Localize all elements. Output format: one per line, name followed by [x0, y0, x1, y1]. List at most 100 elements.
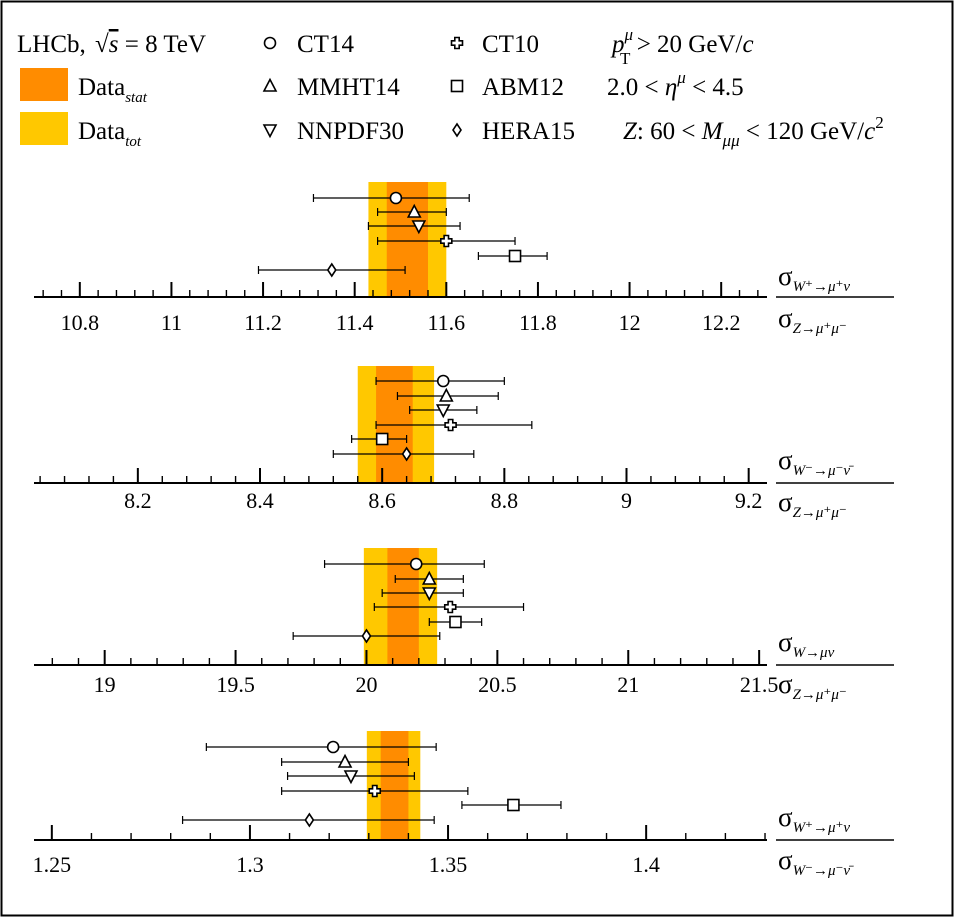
- point-hera15: [332, 446, 475, 462]
- ct10-marker: [443, 600, 457, 614]
- point-ct14: [375, 374, 505, 388]
- ratio-numerator: σW⁺→μ⁺ν: [778, 802, 850, 836]
- point-ct14: [312, 191, 470, 205]
- x-tick-label: 1.25: [33, 852, 72, 877]
- ct14-marker: [409, 557, 423, 571]
- legend-data-stat-swatch: [20, 68, 68, 101]
- x-tick-label: 8.2: [124, 488, 152, 513]
- legend: LHCb, √s = 8 TeV Datastat Datatot CT14 M…: [17, 25, 884, 150]
- ratio-denominator: σZ→μ⁺μ⁻: [778, 303, 847, 337]
- point-ct14: [205, 740, 437, 754]
- ratio-label: σW→μν σZ→μ⁺μ⁻: [776, 627, 894, 703]
- point-ct10: [373, 600, 525, 614]
- x-tick-label: 1.3: [236, 852, 264, 877]
- point-hera15: [292, 628, 441, 644]
- legend-data-tot-swatch: [20, 112, 68, 145]
- point-nnpdf30: [286, 770, 415, 785]
- legend-hera15-label: HERA15: [482, 118, 575, 145]
- ratio-label: σW⁺→μ⁺ν σW⁻→μ⁻ν̄: [776, 802, 894, 879]
- x-tick-label: 12: [619, 310, 641, 335]
- ct14-marker: [389, 191, 403, 205]
- panels: 10.8 11 11.2 11.4 11.6 11.8 12 12.2 σW⁺→μ⁺ν σZ→μ⁺…: [33, 182, 894, 879]
- x-tick-label: 11.8: [519, 310, 557, 335]
- x-tick-label: 8.6: [368, 488, 396, 513]
- x-tick-label: 19.5: [216, 672, 255, 697]
- point-ct10: [375, 418, 533, 432]
- abm12-marker: [449, 615, 462, 629]
- legend-abm12-label: ABM12: [482, 74, 564, 101]
- nnpdf30-marker: [343, 770, 359, 785]
- legend-energy: √s = 8 TeV: [95, 31, 206, 58]
- ct14-marker: [326, 740, 340, 754]
- point-mmht14: [281, 753, 410, 768]
- legend-nnpdf30-label: NNPDF30: [297, 118, 404, 145]
- ratio-denominator: σZ→μ⁺μ⁻: [778, 669, 847, 703]
- panel-3: 19 19.5 20 20.5 21 21.5 σW→μν σZ→μ⁺μ⁻: [34, 548, 894, 703]
- legend-ct14-circle-marker: [263, 36, 277, 50]
- legend-nnpdf30-triangle-down-marker: [262, 124, 278, 139]
- x-tick-label: 19: [94, 672, 116, 697]
- panel-4: 1.25 1.3 1.35 1.4 σW⁺→μ⁺ν σW⁻→μ⁻ν̄: [33, 731, 894, 879]
- legend-ct10-label: CT10: [482, 31, 539, 58]
- point-abm12: [351, 432, 408, 446]
- ct10-legend-marker-shape: [450, 36, 464, 50]
- ratio-numerator: σW⁺→μ⁺ν: [778, 261, 850, 295]
- x-tick-label: 11: [161, 310, 182, 335]
- hera15-marker: [304, 812, 315, 828]
- x-tick-label: 11.4: [336, 310, 374, 335]
- point-hera15: [257, 262, 406, 278]
- point-mmht14: [394, 570, 464, 585]
- hera15-legend-marker-shape: [452, 122, 462, 138]
- panel-2: 8.2 8.4 8.6 8.8 9 9.2 σW⁻→μ⁻ν̄ σZ→μ⁺μ⁻: [34, 366, 894, 521]
- point-mmht14: [396, 387, 499, 402]
- point-abm12: [461, 798, 562, 812]
- legend-ct14-label: CT14: [297, 31, 354, 58]
- abm12-marker: [375, 432, 389, 446]
- ratio-denominator: σZ→μ⁺μ⁻: [778, 487, 847, 521]
- ct10-marker: [444, 418, 457, 432]
- nnpdf30-legend-marker-shape: [262, 124, 278, 139]
- ratio-numerator: σW→μν: [778, 627, 835, 661]
- legend-hera15-diamond-marker: [452, 122, 462, 138]
- abm12-marker: [507, 798, 520, 812]
- x-tick-label: 10.8: [61, 310, 100, 335]
- point-ct14: [323, 557, 485, 571]
- mmht14-marker: [421, 570, 437, 585]
- x-tick-label: 1.35: [429, 852, 468, 877]
- ct10-marker: [368, 784, 382, 798]
- x-tick-label: 11.6: [427, 310, 465, 335]
- point-mmht14: [376, 203, 447, 218]
- nnpdf30-marker: [411, 220, 427, 235]
- x-tick-label: 21.5: [740, 672, 779, 697]
- nnpdf30-marker: [435, 404, 451, 419]
- x-tick-label: 11.2: [244, 310, 282, 335]
- legend-ct10-cross-marker: [450, 36, 464, 50]
- nnpdf30-marker: [421, 587, 437, 602]
- ratio-label: σW⁺→μ⁺ν σZ→μ⁺μ⁻: [776, 261, 894, 337]
- hera15-marker: [401, 446, 412, 462]
- point-abm12: [477, 249, 548, 263]
- legend-mass-cut: Z: 60 < Mμμ < 120 GeV/c2: [623, 113, 884, 150]
- mmht14-marker: [406, 203, 422, 218]
- ratio-denominator: σW⁻→μ⁻ν̄: [778, 845, 854, 879]
- hera15-marker: [326, 262, 337, 278]
- legend-experiment: LHCb,: [17, 31, 86, 58]
- point-hera15: [181, 812, 435, 828]
- abm12-legend-marker-shape: [450, 79, 464, 93]
- legend-data-stat-label: Datastat: [78, 74, 148, 106]
- mmht14-marker: [438, 387, 454, 402]
- legend-eta-cut: 2.0 < ημ < 4.5: [607, 68, 744, 101]
- point-ct10: [376, 234, 516, 248]
- point-abm12: [428, 615, 483, 629]
- point-nnpdf30: [409, 404, 478, 419]
- ct14-marker: [436, 374, 450, 388]
- ct14-legend-marker-shape: [263, 36, 277, 50]
- legend-mmht14-label: MMHT14: [297, 74, 400, 101]
- abm12-marker: [508, 249, 522, 263]
- panel-1: 10.8 11 11.2 11.4 11.6 11.8 12 12.2 σW⁺→μ⁺ν σZ→μ⁺…: [34, 182, 894, 337]
- x-tick-label: 9.2: [735, 488, 763, 513]
- x-tick-label: 8.4: [246, 488, 274, 513]
